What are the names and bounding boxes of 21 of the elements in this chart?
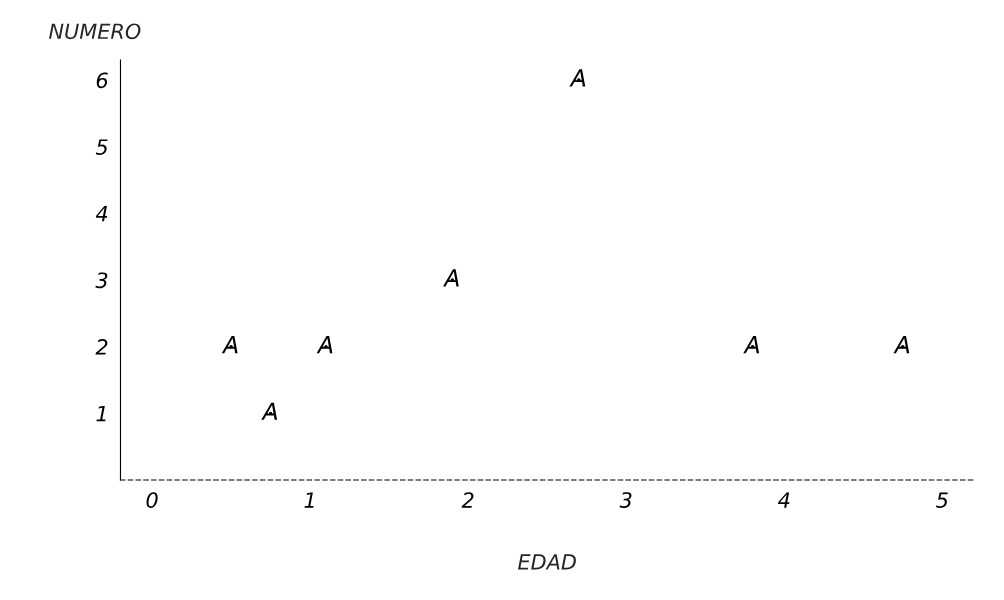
y-tick-label: 3 bbox=[95, 272, 108, 289]
y-tick-label: 6 bbox=[96, 72, 108, 89]
text: A bbox=[221, 335, 238, 354]
x-tick-label: 4 bbox=[777, 492, 790, 508]
x-tick-label: 3 bbox=[619, 492, 632, 508]
text: A bbox=[743, 335, 760, 354]
y-tick-label: 4 bbox=[95, 206, 108, 222]
x-axis-title: EDAD bbox=[517, 554, 576, 570]
text: A bbox=[443, 269, 459, 287]
y-tick-label: 5 bbox=[95, 139, 108, 155]
y-tick-label: 2 bbox=[95, 339, 108, 355]
x-tick-label: 5 bbox=[936, 492, 948, 508]
text: A bbox=[316, 335, 333, 354]
y-tick-label: 1 bbox=[96, 406, 106, 422]
text: A bbox=[569, 69, 586, 87]
x-tick-label: 1 bbox=[304, 492, 314, 508]
x-tick-label: 2 bbox=[461, 492, 474, 508]
x-tick-label: 0 bbox=[146, 492, 158, 508]
series-label: A bbox=[893, 335, 910, 354]
y-axis-title: NUMERO bbox=[49, 23, 141, 40]
text: A bbox=[261, 402, 278, 420]
